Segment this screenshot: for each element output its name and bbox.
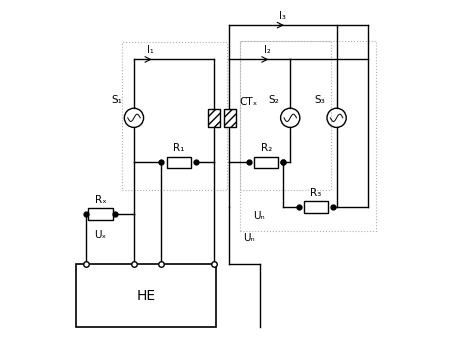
Text: I₂: I₂ — [264, 45, 271, 55]
Bar — [122, 42, 227, 190]
Text: Uₙ: Uₙ — [253, 210, 264, 221]
Text: HE: HE — [137, 289, 155, 303]
Bar — [240, 40, 376, 231]
Text: I₁: I₁ — [147, 45, 154, 55]
Text: R₁: R₁ — [173, 143, 184, 153]
Bar — [75, 264, 217, 327]
Text: R₃: R₃ — [310, 188, 322, 198]
Bar — [224, 109, 236, 127]
Text: I₃: I₃ — [279, 11, 286, 21]
Text: Rₓ: Rₓ — [95, 195, 106, 205]
Text: S₃: S₃ — [315, 96, 325, 105]
Bar — [208, 109, 219, 127]
Bar — [254, 157, 278, 168]
Text: S₂: S₂ — [268, 96, 279, 105]
Text: S₁: S₁ — [112, 96, 123, 105]
Bar — [89, 208, 112, 220]
Text: CTₓ: CTₓ — [239, 97, 258, 107]
Bar — [304, 201, 328, 213]
Bar — [166, 157, 191, 168]
Text: R₂: R₂ — [261, 143, 272, 153]
Text: Uₙ: Uₙ — [243, 233, 255, 243]
Bar — [240, 40, 331, 190]
Text: Uₓ: Uₓ — [94, 230, 107, 240]
